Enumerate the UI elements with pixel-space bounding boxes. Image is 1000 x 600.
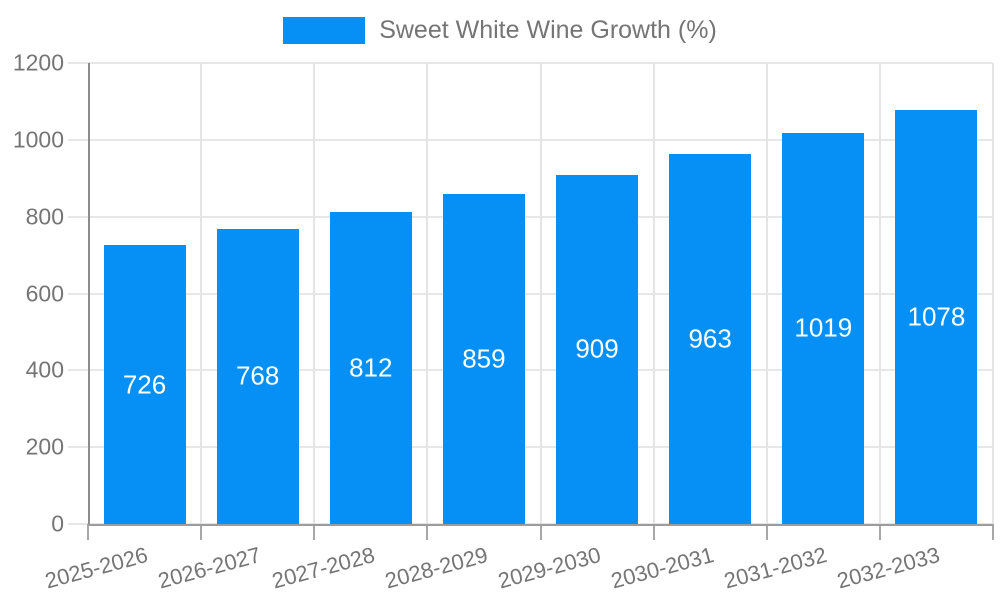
x-tick-mark	[426, 524, 429, 540]
bar-slot: 768	[201, 63, 314, 524]
bar-value-label: 726	[122, 369, 167, 400]
bar[interactable]: 1078	[895, 109, 978, 524]
h-gridline	[68, 292, 993, 295]
x-tick-mark	[765, 524, 768, 540]
x-tick-label: 2030-2031	[608, 542, 717, 594]
x-tick-label: 2029-2030	[495, 542, 604, 594]
x-tick-mark	[539, 524, 542, 540]
bar-slot: 1019	[767, 63, 880, 524]
legend-item[interactable]: Sweet White Wine Growth (%)	[283, 16, 717, 45]
x-tick-label: 2025-2026	[42, 542, 151, 594]
bar-slot: 859	[427, 63, 540, 524]
x-tick-mark	[87, 524, 89, 540]
h-gridline	[68, 62, 993, 64]
bar-slot: 1078	[880, 63, 993, 524]
v-gridline	[426, 63, 429, 524]
bar-slot: 726	[88, 63, 201, 524]
x-tick-mark	[200, 524, 203, 540]
y-tick-label: 600	[25, 280, 64, 306]
bar[interactable]: 812	[329, 212, 412, 524]
bar-slot: 963	[654, 63, 767, 524]
x-tick-mark	[878, 524, 881, 540]
bar[interactable]: 768	[216, 228, 299, 524]
x-tick-mark	[313, 524, 316, 540]
y-tick-label: 200	[25, 433, 64, 460]
x-tick-label: 2028-2029	[382, 542, 491, 594]
bar[interactable]: 859	[442, 194, 525, 524]
bar-value-label: 768	[235, 360, 280, 391]
y-tick-label: 400	[25, 356, 64, 383]
plot-area: 726 768 812 859 909 963 1019 1078 0 200 400 600 800…	[13, 51, 994, 593]
bar[interactable]: 726	[103, 245, 186, 524]
y-tick-label: 0	[51, 510, 64, 537]
bar[interactable]: 1019	[782, 132, 865, 524]
v-gridline	[992, 63, 994, 524]
x-tick-label: 2026-2027	[155, 542, 264, 594]
bar-value-label: 963	[688, 323, 732, 354]
v-gridline	[878, 63, 881, 524]
h-gridline	[68, 446, 993, 449]
y-tick-label: 1000	[12, 126, 64, 153]
bar-value-label: 812	[349, 352, 393, 383]
x-tick-label: 2032-2033	[834, 542, 943, 594]
v-gridline	[200, 63, 203, 524]
y-tick-label: 1200	[12, 49, 64, 76]
v-gridline	[539, 63, 542, 524]
bar-value-label: 1078	[907, 301, 966, 332]
bar-value-label: 1019	[794, 312, 853, 343]
h-gridline	[68, 138, 993, 141]
bar[interactable]: 909	[556, 174, 639, 524]
y-axis-line	[88, 63, 90, 524]
x-tick-label: 2031-2032	[721, 542, 830, 594]
bar-slot: 909	[541, 63, 654, 524]
x-tick-label: 2027-2028	[268, 542, 378, 594]
legend: Sweet White Wine Growth (%)	[0, 16, 1000, 45]
x-tick-mark	[652, 524, 655, 540]
x-axis-line	[88, 524, 993, 526]
v-gridline	[765, 63, 768, 524]
x-tick-mark	[992, 524, 994, 540]
v-gridline	[313, 63, 316, 524]
y-tick-label: 800	[25, 203, 64, 230]
h-gridline	[68, 369, 993, 372]
bar-value-label: 909	[575, 333, 619, 364]
bars-layer: 726 768 812 859 909 963 1019 1078	[88, 63, 993, 524]
v-gridline	[652, 63, 655, 524]
legend-swatch	[283, 17, 366, 44]
bar[interactable]: 963	[669, 154, 752, 524]
bar-value-label: 859	[462, 343, 506, 374]
bar-slot: 812	[314, 63, 427, 524]
legend-label: Sweet White Wine Growth (%)	[379, 16, 717, 44]
h-gridline	[68, 215, 993, 218]
